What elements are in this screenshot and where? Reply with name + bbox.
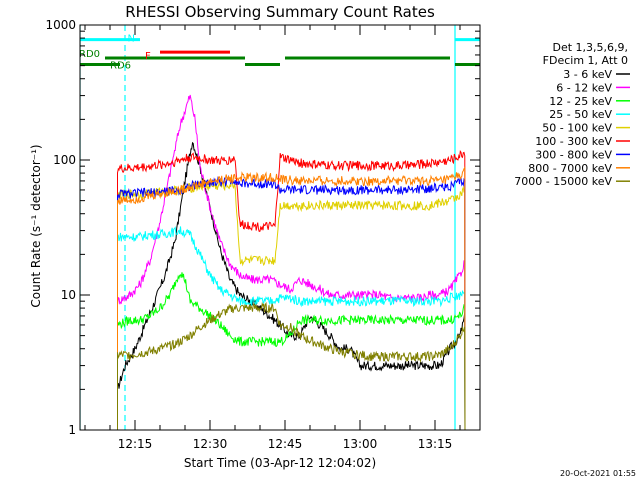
- series-line-7: [117, 166, 466, 430]
- legend-label-0: 3 - 6 keV: [563, 68, 612, 81]
- legend-label-8: 7000 - 15000 keV: [514, 175, 612, 188]
- series-line-3: [117, 226, 466, 430]
- y-tick-label-0: 1: [68, 423, 76, 437]
- series-line-1: [117, 94, 466, 430]
- y-axis-label: Count Rate (s⁻¹ detector⁻¹): [29, 144, 43, 307]
- y-tick-label-3: 1000: [45, 18, 76, 32]
- legend-label-1: 6 - 12 keV: [556, 81, 612, 94]
- legend: Det 1,3,5,6,9, FDecim 1, Att 0 3 - 6 keV…: [514, 41, 630, 188]
- series-line-5: [117, 150, 466, 430]
- legend-label-6: 300 - 800 keV: [535, 148, 612, 161]
- axes: 1 10 100 1000 12:15 12:30 12:45 13:00 13:15: [45, 18, 481, 451]
- legend-label-4: 50 - 100 keV: [542, 122, 612, 135]
- x-tick-label-3: 13:00: [343, 437, 378, 451]
- status-bar-label-1: F: [145, 51, 151, 62]
- series-line-0: [117, 141, 466, 430]
- x-tick-label-4: 13:15: [418, 437, 453, 451]
- timestamp: 20-Oct-2021 01:55: [560, 469, 636, 478]
- legend-label-7: 800 - 7000 keV: [528, 162, 612, 175]
- chart-title: RHESSI Observing Summary Count Rates: [125, 3, 435, 21]
- x-axis-label: Start Time (03-Apr-12 12:04:02): [184, 456, 376, 470]
- x-tick-label-1: 12:30: [193, 437, 228, 451]
- y-tick-label-2: 100: [53, 153, 76, 167]
- series-line-6: [117, 174, 466, 430]
- status-bar-label-2: RD0: [79, 49, 100, 60]
- plot-area: NF RD0 RD6: [79, 25, 480, 430]
- legend-label-5: 100 - 300 keV: [535, 135, 612, 148]
- series-line-2: [117, 272, 466, 430]
- x-tick-label-0: 12:15: [118, 437, 153, 451]
- status-bar-label-3: RD6: [110, 60, 131, 71]
- legend-label-3: 25 - 50 keV: [549, 108, 612, 121]
- series-line-8: [117, 301, 466, 430]
- legend-header-line-2: FDecim 1, Att 0: [543, 54, 628, 67]
- status-bar-label-0: N: [128, 34, 135, 45]
- series-line-4: [117, 179, 466, 430]
- legend-label-2: 12 - 25 keV: [549, 95, 612, 108]
- plot-inner: [80, 25, 480, 430]
- y-tick-label-1: 10: [61, 288, 76, 302]
- x-tick-label-2: 12:45: [268, 437, 303, 451]
- plot-frame: [79, 24, 481, 431]
- legend-header-line-1: Det 1,3,5,6,9,: [552, 41, 628, 54]
